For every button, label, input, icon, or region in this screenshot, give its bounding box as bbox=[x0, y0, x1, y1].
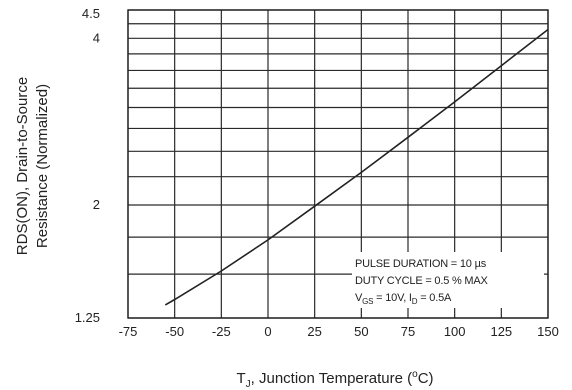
series-line bbox=[164, 28, 549, 306]
y-tick-label: 1.25 bbox=[75, 310, 100, 325]
x-tick-label: -50 bbox=[165, 324, 184, 339]
x-tick-label: 0 bbox=[264, 324, 271, 339]
annotation-pulse-duration: PULSE DURATION = 10 µs bbox=[355, 258, 487, 270]
annotation-test-conditions: VGS = 10V, ID = 0.5A bbox=[355, 292, 452, 306]
x-tick-label: 75 bbox=[401, 324, 415, 339]
x-tick-label: 150 bbox=[537, 324, 559, 339]
y-tick-labels: 4.5 4 2 1.25 bbox=[75, 6, 100, 325]
x-tick-label: -25 bbox=[212, 324, 231, 339]
y-axis-label: RDS(ON), Drain-to-Source Resistance (Nor… bbox=[14, 77, 51, 255]
y-axis-label-line1: RDS(ON), Drain-to-Source bbox=[14, 77, 31, 255]
plot-border bbox=[127, 9, 549, 319]
annotation-box bbox=[352, 252, 544, 308]
x-axis-label: TJ, Junction Temperature (oC) bbox=[236, 369, 433, 390]
x-tick-label: 25 bbox=[307, 324, 321, 339]
x-tick-label: 50 bbox=[354, 324, 368, 339]
plot-frame bbox=[127, 9, 549, 319]
x-tick-label: 125 bbox=[490, 324, 512, 339]
x-tick-label: -75 bbox=[119, 324, 138, 339]
y-tick-label: 4 bbox=[93, 30, 100, 45]
annotation-duty-cycle: DUTY CYCLE = 0.5 % MAX bbox=[355, 275, 489, 287]
y-tick-label: 2 bbox=[93, 197, 100, 212]
x-tick-label: 100 bbox=[444, 324, 466, 339]
y-tick-label: 4.5 bbox=[82, 6, 100, 21]
x-tick-labels: -75 -50 -25 0 25 50 75 100 125 150 bbox=[119, 324, 559, 339]
y-axis-label-line2: Resistance (Normalized) bbox=[34, 84, 51, 248]
